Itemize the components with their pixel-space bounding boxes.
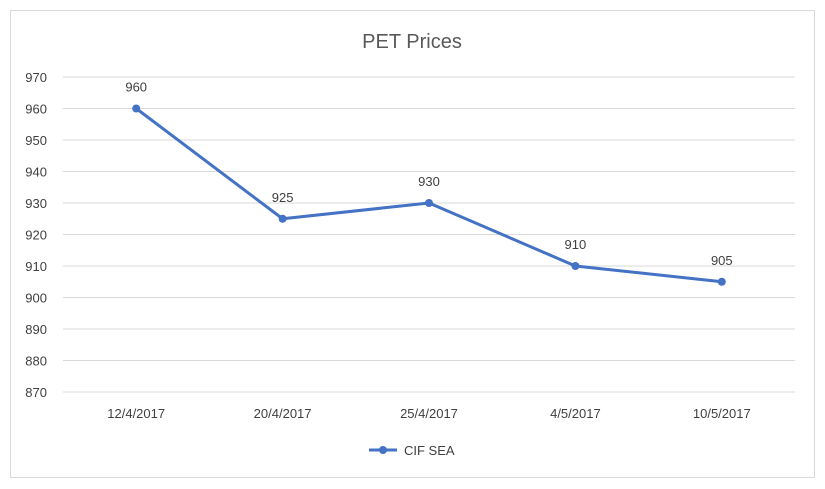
data-labels: 960 925 930 910 905 [125, 80, 732, 268]
series-line [135, 107, 722, 284]
data-label: 925 [272, 190, 294, 205]
y-tick-label: 880 [25, 354, 47, 369]
y-tick-label: 900 [25, 291, 47, 306]
gridlines [63, 76, 795, 393]
data-label: 905 [711, 253, 733, 268]
data-point [278, 214, 287, 223]
y-tick-label: 950 [25, 133, 47, 148]
x-tick-label: 20/4/2017 [254, 406, 312, 421]
chart-area [10, 10, 815, 478]
data-point [132, 104, 141, 113]
y-tick-label: 910 [25, 259, 47, 274]
data-label: 910 [565, 237, 587, 252]
legend-marker [379, 446, 387, 454]
x-axis-ticks: 12/4/2017 20/4/2017 25/4/2017 4/5/2017 10/5/… [107, 406, 750, 421]
y-tick-label: 890 [25, 322, 47, 337]
y-tick-label: 960 [25, 102, 47, 117]
y-tick-label: 930 [25, 196, 47, 211]
y-tick-label: 940 [25, 165, 47, 180]
data-label: 930 [418, 174, 440, 189]
chart-title: PET Prices [362, 31, 462, 53]
data-point [571, 262, 580, 270]
x-tick-label: 25/4/2017 [400, 406, 458, 421]
y-tick-label: 870 [25, 385, 47, 400]
y-axis-ticks: 870 880 890 900 910 920 930 940 950 960 970 [25, 70, 47, 400]
legend-label: CIF SEA [404, 443, 455, 458]
data-label: 960 [125, 80, 147, 95]
x-tick-label: 12/4/2017 [107, 406, 165, 421]
y-tick-label: 970 [25, 70, 47, 85]
series-lines [132, 104, 726, 286]
y-tick-label: 920 [25, 228, 47, 243]
x-tick-label: 4/5/2017 [550, 406, 601, 421]
x-tick-label: 10/5/2017 [693, 406, 751, 421]
legend: CIF SEA [369, 443, 455, 458]
data-point [717, 277, 726, 286]
data-point [425, 199, 433, 207]
